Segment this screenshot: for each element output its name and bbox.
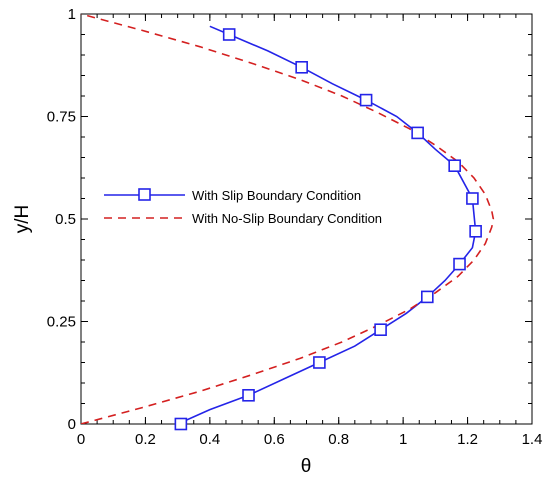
slip-marker (313, 356, 326, 369)
slip-marker (453, 257, 466, 271)
x-tick-label: 0 (77, 431, 85, 448)
legend: With Slip Boundary Condition With No-Sli… (104, 188, 382, 226)
slip-marker (222, 28, 236, 41)
slip-marker (469, 225, 482, 238)
legend-label-slip: With Slip Boundary Condition (192, 188, 361, 203)
slip-marker (411, 126, 424, 140)
y-tick-label: 0 (68, 416, 76, 433)
legend-label-noslip: With No-Slip Boundary Condition (192, 211, 382, 226)
slip-marker (448, 159, 461, 172)
slip-marker (421, 290, 434, 304)
noslip-series-line (81, 14, 495, 424)
x-axis-title: θ (301, 456, 312, 477)
slip-marker (466, 192, 479, 205)
x-tick-labels: 0 0.2 0.4 0.6 0.8 1 1.2 1.4 (77, 431, 543, 448)
slip-marker (374, 323, 387, 337)
slip-marker (295, 60, 308, 74)
x-tick-label: 1 (399, 431, 407, 448)
y-tick-label: 0.75 (47, 109, 76, 126)
y-axis-title: y/H (12, 205, 33, 234)
y-tick-label: 1 (68, 6, 76, 23)
slip-marker (359, 93, 373, 107)
y-tick-label: 0.25 (47, 314, 76, 331)
axis-ticks (80, 13, 533, 425)
x-tick-label: 0.2 (135, 431, 156, 448)
legend-marker-slip (138, 188, 151, 201)
x-tick-label: 0.8 (328, 431, 349, 448)
x-tick-label: 0.6 (264, 431, 285, 448)
y-tick-labels: 0 0.25 0.5 0.75 1 (47, 6, 76, 433)
slip-marker (242, 388, 255, 402)
x-tick-label: 0.4 (199, 431, 220, 448)
y-tick-label: 0.5 (55, 211, 76, 228)
x-tick-label: 1.4 (522, 431, 543, 448)
series-layer (81, 14, 495, 431)
slip-marker (174, 417, 188, 431)
x-tick-label: 1.2 (457, 431, 478, 448)
